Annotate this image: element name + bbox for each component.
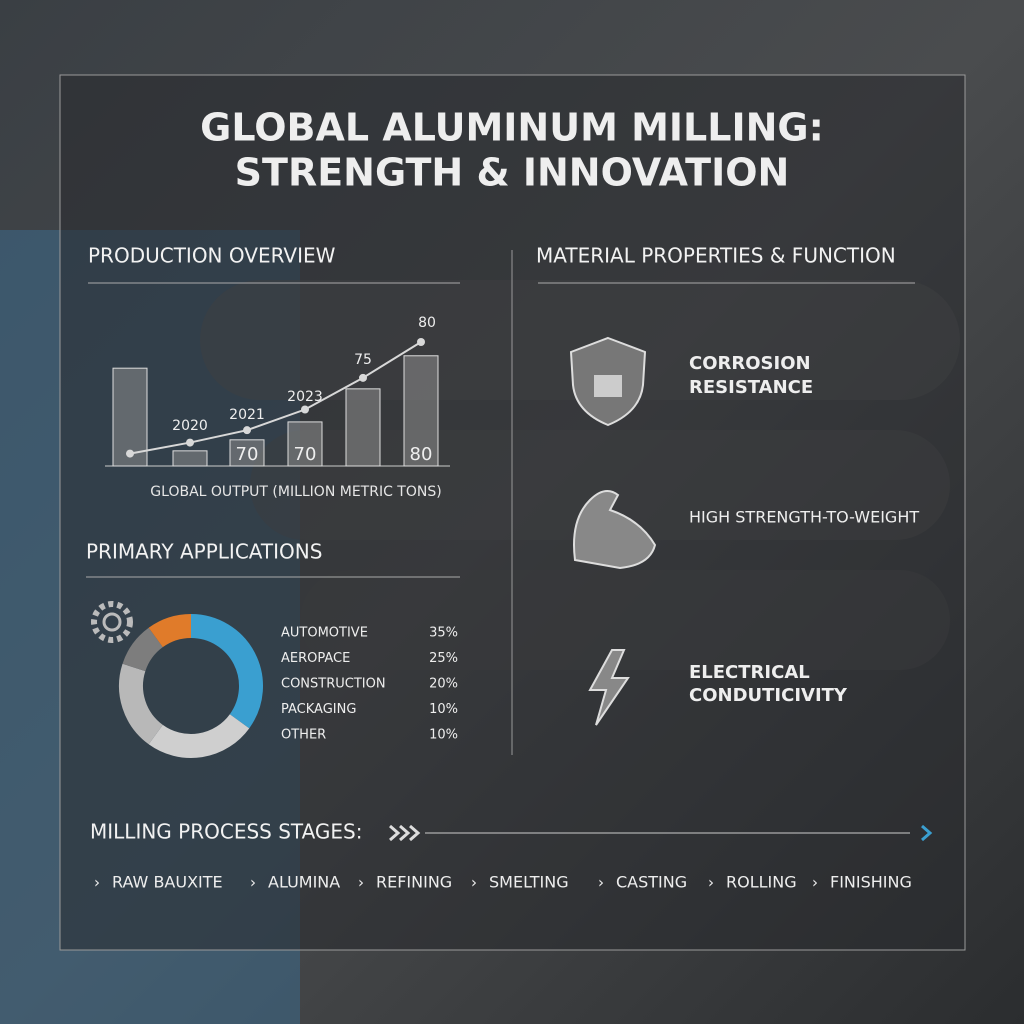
trend-point (126, 449, 134, 458)
value-label: 10% (429, 728, 458, 743)
bar (229, 439, 265, 467)
annotation: 80 (418, 315, 436, 331)
title: GLOBAL ALUMINUM MILLING: (200, 106, 824, 150)
bolt-icon (588, 649, 630, 726)
donut-segment (148, 614, 192, 648)
property-label: RESISTANCE (689, 377, 813, 398)
bar-label: 2023 (287, 389, 323, 405)
value-label: 20% (429, 677, 458, 692)
stage-label: CASTING (616, 873, 687, 892)
value-label: 10% (429, 702, 458, 717)
chevron: › (598, 874, 604, 892)
chevron (921, 824, 933, 842)
arm-icon (573, 490, 657, 570)
bar (172, 450, 208, 467)
value-label: 25% (429, 651, 458, 666)
trend-point (301, 405, 309, 414)
x-label: GLOBAL OUTPUT (MILLION METRIC TONS) (150, 484, 441, 500)
trend-line (129, 341, 422, 455)
chevron: › (708, 874, 714, 892)
trend-point (417, 338, 425, 346)
donut-segment (148, 713, 250, 758)
title: STRENGTH & INNOVATION (235, 151, 790, 195)
stage-label: ROLLING (726, 873, 797, 892)
bar (345, 388, 381, 467)
stage-label: FINISHING (830, 873, 912, 892)
donut-segment (190, 614, 263, 729)
lock-icon (594, 375, 622, 397)
annotation: 70 (236, 444, 259, 465)
stage-label: SMELTING (489, 873, 569, 892)
annotation: 80 (410, 444, 433, 465)
bar (287, 421, 323, 467)
annotation: 75 (354, 352, 372, 368)
stage-label: RAW BAUXITE (112, 873, 223, 892)
chevrons (389, 824, 421, 842)
property-label: CORROSION (689, 353, 811, 374)
donut-segment (122, 627, 164, 672)
legend-label: OTHER (281, 728, 326, 743)
gear-icon (91, 601, 133, 643)
chevron: › (812, 874, 818, 892)
value-label: 35% (429, 626, 458, 641)
chevron: › (94, 874, 100, 892)
legend-label: CONSTRUCTION (281, 677, 386, 692)
chevron: › (250, 874, 256, 892)
trend-point (359, 373, 367, 382)
section-title: MILLING PROCESS STAGES: (90, 820, 362, 844)
section-title: MATERIAL PROPERTIES & FUNCTION (536, 244, 896, 268)
section-title: PRODUCTION OVERVIEW (88, 244, 336, 268)
chevron: › (358, 874, 364, 892)
bar-label: 2021 (229, 407, 265, 423)
legend-label: PACKAGING (281, 702, 356, 717)
bar (403, 355, 439, 467)
property-label: ELECTRICAL (689, 662, 810, 683)
legend-label: AUTOMOTIVE (281, 626, 368, 641)
trend-point (186, 438, 194, 447)
donut-segment (119, 663, 164, 745)
section-title: PRIMARY APPLICATIONS (86, 540, 322, 564)
stage-label: REFINING (376, 873, 452, 892)
chevron: › (471, 874, 477, 892)
property-label: HIGH STRENGTH-TO-WEIGHT (689, 508, 919, 527)
stage-label: ALUMINA (268, 873, 340, 892)
annotation: 70 (294, 444, 317, 465)
trend-point (243, 426, 251, 435)
bar-label: 2020 (172, 418, 208, 434)
property-label: CONDUTICIVITY (689, 685, 848, 706)
legend-label: AEROPACE (281, 651, 350, 666)
